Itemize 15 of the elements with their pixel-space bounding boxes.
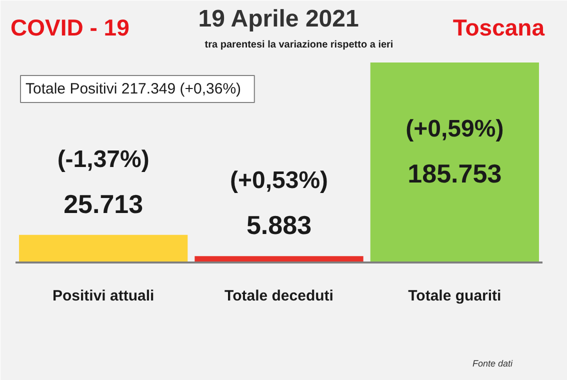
chart-subtitle: tra parentesi la variazione rispetto a ieri — [204, 40, 394, 50]
x-tick-label: Positivi attuali — [52, 288, 154, 304]
source-note: Fonte dati — [472, 358, 514, 368]
text: Toscana — [452, 14, 545, 40]
data-label: 185.753 — [408, 158, 502, 188]
annotation: (-1,37%) — [57, 146, 150, 173]
data-label: 5.883 — [246, 210, 312, 240]
annotation: Totale Positivi 217.349 (+0,36%) — [26, 80, 242, 98]
chart-title: 19 Aprile 2021 — [198, 6, 359, 32]
annotation: (+0,53%) — [230, 167, 328, 194]
annotation: (+0,59%) — [406, 116, 504, 142]
data-label: 25.713 — [64, 188, 144, 219]
x-tick-label: Totale deceduti — [224, 288, 334, 304]
text: COVID - 19 — [10, 14, 130, 40]
x-tick-label: Totale guariti — [408, 288, 502, 304]
